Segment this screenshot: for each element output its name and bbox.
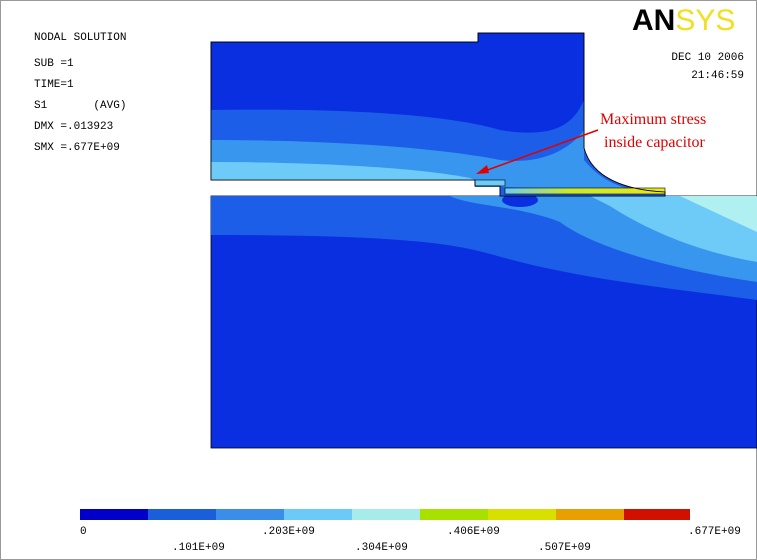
color-bar [80,509,690,520]
header-line: SUB =1 [34,58,74,70]
logo-light: SYS [675,4,735,37]
screenshot: NODAL SOLUTION SUB =1 TIME=1 S1 (AVG) DM… [0,0,757,560]
header-line: DMX =.013923 [34,121,113,133]
annotation: Maximum stress [600,111,706,128]
header-line: SMX =.677E+09 [34,142,120,154]
logo: ANSYS [632,4,735,37]
legend-label: .507E+09 [538,542,591,554]
legend-label: .101E+09 [172,542,225,554]
date: DEC 10 2006 [671,52,744,64]
time: 21:46:59 [691,70,744,82]
legend-label: .203E+09 [262,526,315,538]
header-line: S1 (AVG) [34,100,126,112]
legend-label: .406E+09 [447,526,500,538]
header-line: TIME=1 [34,79,74,91]
legend-label: .677E+09 [688,526,741,538]
header-title: NODAL SOLUTION [34,32,126,44]
legend-label: 0 [80,526,87,538]
annotation: inside capacitor [604,134,706,151]
logo-bold: AN [632,4,675,37]
legend-label: .304E+09 [355,542,408,554]
